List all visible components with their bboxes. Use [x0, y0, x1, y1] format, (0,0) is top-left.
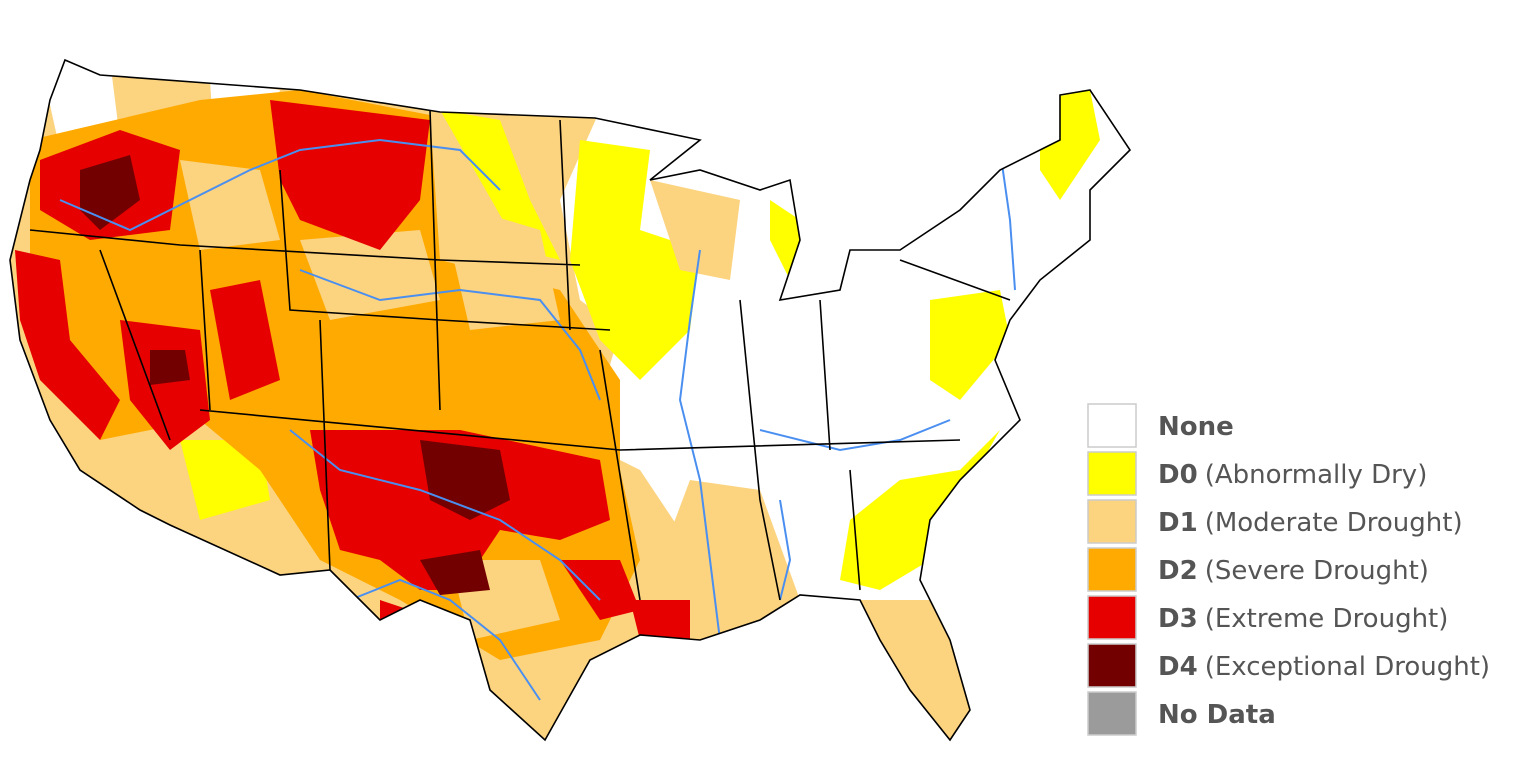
legend-swatch [1087, 403, 1137, 448]
legend-code: D4 [1158, 652, 1198, 682]
legend-swatch [1087, 595, 1137, 640]
legend-description: (Moderate Drought) [1205, 508, 1463, 538]
legend-swatch [1087, 451, 1137, 496]
legend-label: D0 (Abnormally Dry) [1158, 460, 1427, 490]
legend-code: D2 [1158, 556, 1198, 586]
legend-swatch [1087, 691, 1137, 736]
drought-areas [10, 60, 1130, 740]
legend-label: D1 (Moderate Drought) [1158, 508, 1463, 538]
legend-code: D0 [1158, 460, 1198, 490]
legend-swatch [1087, 499, 1137, 544]
legend-code: None [1158, 412, 1234, 442]
legend-description: (Exceptional Drought) [1205, 652, 1490, 682]
legend-code: D3 [1158, 604, 1198, 634]
legend-description: (Severe Drought) [1205, 556, 1429, 586]
us-outline [9, 58, 1132, 742]
legend-label: D4 (Exceptional Drought) [1158, 652, 1490, 682]
legend-label: D3 (Extreme Drought) [1158, 604, 1448, 634]
legend-description: (Extreme Drought) [1205, 604, 1449, 634]
legend-label: None [1158, 412, 1234, 442]
legend-label: D2 (Severe Drought) [1158, 556, 1429, 586]
legend-code: D1 [1158, 508, 1198, 538]
legend-description: (Abnormally Dry) [1205, 460, 1428, 490]
legend-swatch [1087, 643, 1137, 688]
legend-swatch [1087, 547, 1137, 592]
legend-label: No Data [1158, 700, 1276, 730]
legend-code: No Data [1158, 700, 1276, 730]
